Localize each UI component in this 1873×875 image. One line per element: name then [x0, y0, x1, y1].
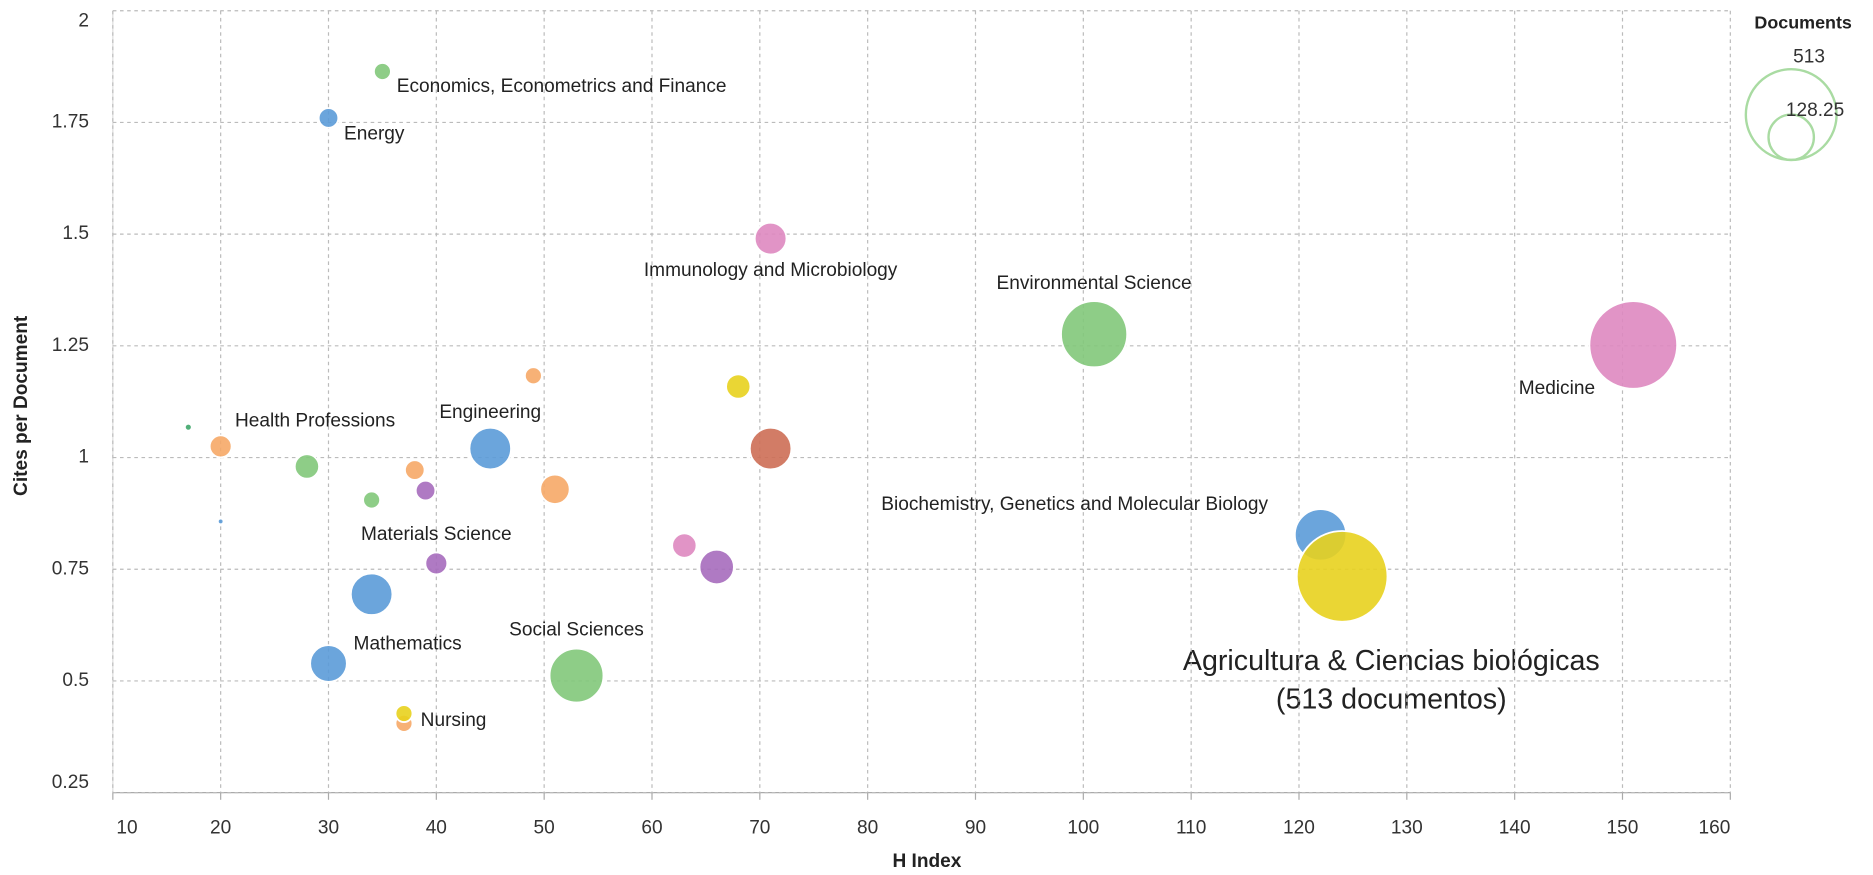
y-tick-label: 0.5 [62, 670, 89, 691]
y-axis-title: Cites per Document [11, 315, 32, 496]
legend-label: 513 [1793, 46, 1825, 67]
bubble [362, 490, 382, 510]
point-label: Economics, Econometrics and Finance [397, 76, 727, 97]
point-label: Engineering [439, 402, 541, 423]
point-label: Environmental Science [997, 273, 1192, 294]
x-tick-label: 140 [1499, 817, 1531, 838]
bubble [698, 548, 735, 586]
legend-title: Documents [1754, 13, 1851, 33]
bubble [748, 426, 793, 471]
x-axis-title: H Index [892, 851, 961, 872]
bubble [309, 644, 348, 683]
bubble [671, 532, 698, 559]
annotation: (513 documentos) [1276, 683, 1507, 715]
bubble [468, 426, 512, 471]
bubble [725, 373, 752, 400]
x-tick-label: 150 [1607, 817, 1639, 838]
y-tick-label: 2 [78, 11, 89, 32]
point-label: Energy [344, 124, 405, 145]
x-tick-label: 100 [1067, 817, 1099, 838]
point-label: Immunology and Microbiology [644, 260, 898, 281]
bubble [394, 704, 414, 723]
bubble [404, 459, 426, 481]
point-label: Mathematics [354, 633, 462, 654]
bubble [1588, 300, 1679, 390]
bubble [523, 366, 543, 386]
x-tick-label: 120 [1283, 817, 1315, 838]
bubble [216, 517, 225, 526]
x-tick-label: 50 [534, 817, 555, 838]
y-tick-label: 1 [78, 447, 89, 468]
bubble [539, 473, 571, 505]
bubble [1060, 300, 1129, 369]
x-tick-label: 130 [1391, 817, 1423, 838]
point-label: Health Professions [235, 410, 395, 431]
x-tick-label: 90 [965, 817, 986, 838]
y-tick-label: 0.25 [52, 772, 89, 793]
bubble [208, 434, 233, 459]
x-tick-label: 10 [116, 817, 137, 838]
x-tick-label: 30 [318, 817, 339, 838]
annotation: Agricultura & Ciencias biológicas [1183, 645, 1600, 677]
bubble [414, 479, 437, 502]
x-tick-label: 70 [749, 817, 770, 838]
point-label: Materials Science [361, 524, 512, 545]
legend-bubble [1767, 113, 1816, 162]
bubble [548, 647, 605, 704]
bubble [183, 422, 193, 432]
bubble [293, 453, 321, 480]
x-tick-label: 60 [641, 817, 662, 838]
y-tick-label: 1.5 [62, 223, 89, 244]
bubble [424, 551, 449, 576]
x-tick-label: 40 [426, 817, 447, 838]
legend-label: 128.25 [1786, 100, 1844, 121]
bubble [753, 221, 788, 256]
bubble [1295, 530, 1389, 623]
y-tick-label: 0.75 [52, 558, 89, 579]
y-tick-label: 1.75 [52, 111, 89, 132]
y-tick-label: 1.25 [52, 335, 89, 356]
x-tick-label: 110 [1176, 817, 1206, 838]
point-label: Medicine [1519, 378, 1595, 399]
x-tick-label: 160 [1698, 817, 1730, 838]
bubble [349, 572, 394, 616]
point-label: Social Sciences [509, 619, 644, 640]
x-tick-label: 20 [210, 817, 231, 838]
point-label: Biochemistry, Genetics and Molecular Bio… [881, 494, 1268, 515]
point-label: Nursing [421, 710, 487, 731]
bubble [373, 62, 392, 81]
x-tick-label: 80 [857, 817, 878, 838]
bubble [317, 107, 340, 129]
